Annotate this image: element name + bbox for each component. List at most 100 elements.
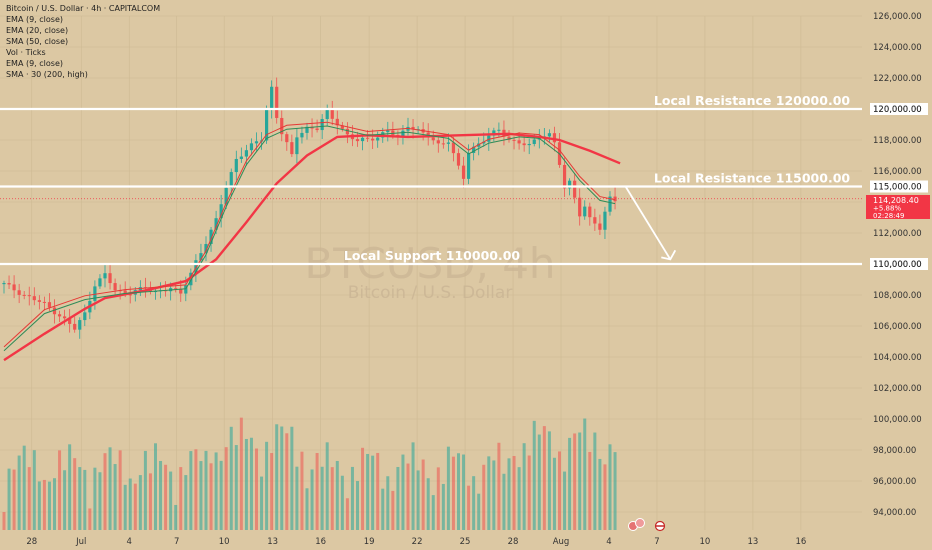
event-icon[interactable]: [635, 518, 645, 528]
event-icons[interactable]: [628, 518, 666, 532]
legend-indicator[interactable]: EMA (9, close): [6, 59, 63, 68]
candle-body: [184, 285, 188, 294]
ema-9-line: [3, 125, 616, 352]
volume-bar: [73, 458, 77, 530]
candle-body: [467, 153, 471, 179]
volume-bar: [376, 452, 380, 530]
volume-bar: [194, 449, 198, 530]
volume-bar: [27, 467, 31, 530]
legend-indicator[interactable]: EMA (9, close): [6, 15, 63, 24]
volume-bar: [315, 453, 319, 530]
candle-body: [103, 273, 107, 279]
volume-bar: [391, 490, 395, 530]
ema-20-line: [3, 121, 616, 348]
candle-body: [598, 223, 602, 230]
volume-bar: [421, 459, 425, 530]
legend-indicator[interactable]: EMA (20, close): [6, 26, 69, 35]
time-tick-label: 28: [26, 537, 37, 547]
candle-body: [391, 130, 395, 135]
projection-arrow[interactable]: [624, 186, 677, 261]
candle-body: [265, 109, 269, 141]
price-tick-label: 120,000.00: [873, 105, 922, 115]
candle-body: [325, 109, 329, 120]
horizontal-levels[interactable]: Local Resistance 120000.00 120,000.00 Loca…: [0, 93, 928, 270]
candle-body: [386, 130, 390, 133]
level-axis-value: 115,000.00: [873, 183, 922, 193]
volume-bar: [320, 466, 324, 530]
candle-body: [532, 139, 536, 144]
bar-countdown: 02:28:49: [873, 212, 904, 220]
volume-bar: [164, 464, 168, 530]
volume-bar: [497, 442, 501, 530]
last-price-change: +5.88%: [873, 205, 901, 213]
time-tick-label: 10: [219, 537, 230, 547]
time-axis[interactable]: 28 Jul 4 7 10 13 16 19 22 25 28 Aug 4 7 10 13 16: [26, 537, 806, 547]
candle-body: [204, 244, 208, 254]
volume-bar: [179, 467, 183, 530]
candle-body: [32, 296, 36, 301]
legend-title[interactable]: Bitcoin / U.S. Dollar · 4h · CAPITALCOM: [6, 4, 161, 13]
volume-bar: [441, 483, 445, 530]
volume-bar: [451, 456, 455, 530]
volume-bar: [462, 454, 466, 530]
volume-bar: [512, 455, 516, 530]
price-tick-label: 106,000.00: [873, 322, 922, 332]
watermark-name: Bitcoin / U.S. Dollar: [348, 283, 513, 303]
candle-body: [573, 180, 577, 198]
candle-body: [270, 86, 274, 110]
candle-body: [12, 284, 16, 291]
candle-body: [63, 316, 67, 319]
volume-bar: [366, 453, 370, 530]
candle-body: [2, 283, 6, 285]
volume-bar: [37, 481, 41, 530]
candle-body: [93, 286, 97, 301]
candle-body: [593, 217, 597, 224]
candle-body: [492, 130, 496, 136]
volume-bar: [214, 452, 218, 530]
volume-bar: [356, 481, 359, 530]
volume-bar: [184, 475, 188, 530]
candle-body: [47, 302, 52, 308]
candle-body: [355, 139, 360, 142]
time-tick-label: 19: [364, 537, 375, 547]
legend-indicator[interactable]: SMA (50, close): [6, 37, 69, 46]
candle-body: [588, 206, 592, 218]
price-tick-label: 96,000.00: [873, 477, 916, 487]
volume-bar: [386, 476, 390, 530]
volume-bar: [22, 445, 26, 530]
level-label: Local Resistance 120000.00: [654, 93, 850, 108]
time-tick-label: 7: [654, 537, 659, 547]
volume-bar: [128, 478, 132, 530]
volume-bar: [522, 443, 526, 530]
candle-body: [219, 204, 223, 219]
volume-bar: [47, 481, 51, 530]
volume-bar: [487, 456, 491, 530]
price-tick-label: 124,000.00: [873, 43, 922, 53]
volume-bar: [285, 433, 289, 530]
candle-body: [214, 218, 218, 230]
candle-body: [472, 146, 476, 154]
time-tick-label: 4: [127, 537, 132, 547]
candle-body: [254, 141, 259, 144]
candle-body: [189, 272, 193, 286]
volume-bar: [507, 458, 511, 530]
legend-indicator[interactable]: Vol · Ticks: [6, 48, 46, 57]
price-tick-label: 94,000.00: [873, 508, 916, 518]
volume-bar: [270, 453, 274, 530]
volume-bar: [492, 460, 496, 530]
candle-body: [68, 318, 72, 324]
candle-body: [360, 137, 365, 142]
volume-bar: [154, 443, 157, 530]
candle-body: [199, 253, 203, 261]
legend-indicator[interactable]: SMA · 30 (200, high): [6, 70, 88, 79]
volume-bar: [416, 470, 420, 530]
volume-bar: [527, 455, 531, 530]
candle-body: [441, 143, 445, 145]
time-tick-label: 25: [460, 537, 471, 547]
candle-body: [209, 229, 213, 245]
volume-bar: [295, 466, 299, 530]
level-axis-value: 110,000.00: [873, 260, 922, 270]
volume-bar: [340, 475, 344, 530]
candle-body: [113, 283, 117, 291]
